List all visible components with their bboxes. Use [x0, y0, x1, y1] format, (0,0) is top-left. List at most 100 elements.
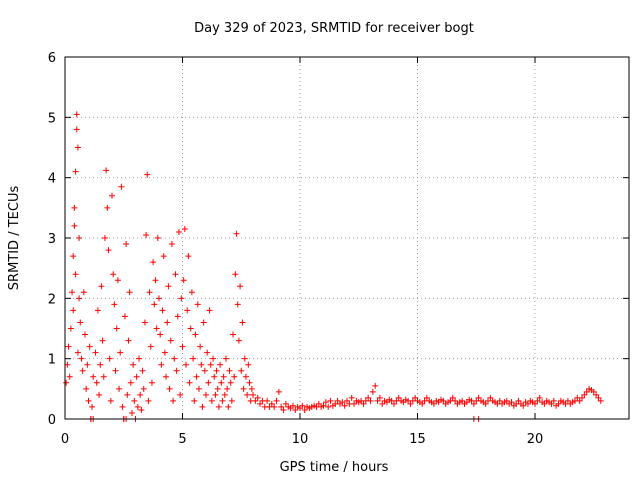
data-point [211, 373, 218, 380]
data-point [137, 391, 144, 398]
data-point [140, 385, 147, 392]
data-point [248, 385, 255, 392]
data-point [219, 397, 226, 404]
data-point [166, 385, 173, 392]
data-point [167, 337, 174, 344]
data-point [221, 391, 228, 398]
data-point [73, 126, 80, 133]
data-point [374, 397, 381, 404]
data-point [237, 283, 244, 290]
data-point [141, 319, 148, 326]
data-point [407, 400, 414, 407]
data-point [181, 225, 188, 232]
data-point [174, 313, 181, 320]
data-point [515, 397, 522, 404]
data-point [183, 361, 190, 368]
data-point [89, 403, 96, 410]
data-point [239, 319, 246, 326]
data-point [334, 397, 341, 404]
data-point [90, 373, 97, 380]
data-point [534, 397, 541, 404]
data-point [245, 361, 252, 368]
data-point [154, 235, 161, 241]
data-point [163, 373, 170, 380]
data-point [208, 397, 215, 404]
data-point [124, 391, 131, 398]
data-point [222, 355, 229, 362]
data-point [550, 397, 557, 404]
data-point [207, 361, 214, 368]
data-point [107, 397, 114, 404]
data-point [121, 313, 128, 320]
data-point [273, 397, 280, 404]
data-point [106, 355, 113, 362]
data-point [242, 373, 249, 380]
data-point [327, 397, 334, 404]
data-point [73, 111, 80, 118]
data-point [275, 388, 282, 395]
data-point [214, 385, 221, 392]
data-point [593, 391, 600, 398]
data-point [203, 391, 209, 398]
data-point [268, 400, 275, 407]
data-point [110, 271, 117, 278]
data-point [125, 337, 132, 344]
data-point [131, 397, 138, 404]
y-tick-label: 2 [48, 292, 56, 307]
data-point [348, 394, 355, 401]
data-points [63, 111, 604, 422]
data-point [228, 397, 235, 404]
data-point [126, 289, 133, 296]
data-point [315, 400, 322, 407]
y-axis-label: SRMTID / TECUs [7, 186, 22, 291]
data-point [227, 379, 234, 386]
data-point [92, 349, 99, 356]
y-tick-label: 4 [48, 172, 56, 187]
data-point [564, 397, 571, 404]
data-point [475, 394, 482, 401]
data-point [301, 406, 308, 413]
data-point [184, 307, 191, 314]
data-point [109, 192, 115, 199]
data-point [171, 355, 178, 362]
data-point [289, 402, 296, 409]
data-point [212, 391, 219, 398]
data-point [70, 253, 77, 260]
chart-title: Day 329 of 2023, SRMTID for receiver bog… [194, 21, 474, 36]
data-point [114, 277, 121, 284]
data-point [118, 183, 125, 190]
data-point [77, 319, 84, 326]
y-tick-label: 3 [48, 232, 56, 247]
data-point [97, 361, 104, 368]
data-point [548, 400, 555, 407]
data-point [164, 319, 171, 326]
data-point [250, 391, 256, 398]
data-point [271, 403, 278, 410]
data-point [99, 337, 106, 344]
data-point [379, 400, 386, 407]
data-point [320, 402, 327, 409]
data-point [232, 271, 239, 278]
data-point [391, 400, 397, 407]
data-point [419, 400, 426, 407]
data-point [159, 307, 166, 314]
data-point [341, 402, 348, 409]
y-tick-label: 1 [48, 353, 56, 368]
data-point [147, 343, 154, 350]
data-point [520, 402, 527, 409]
data-point [230, 331, 237, 338]
data-point [508, 399, 515, 406]
data-point [139, 367, 146, 374]
data-point [72, 271, 79, 278]
data-point [81, 331, 88, 338]
data-point [145, 397, 152, 404]
data-point [579, 394, 585, 401]
data-point [178, 295, 185, 302]
data-point [119, 403, 126, 410]
data-point [264, 397, 271, 404]
data-point [360, 400, 367, 407]
data-point [496, 397, 503, 404]
data-point [344, 397, 350, 404]
data-point [449, 394, 456, 401]
